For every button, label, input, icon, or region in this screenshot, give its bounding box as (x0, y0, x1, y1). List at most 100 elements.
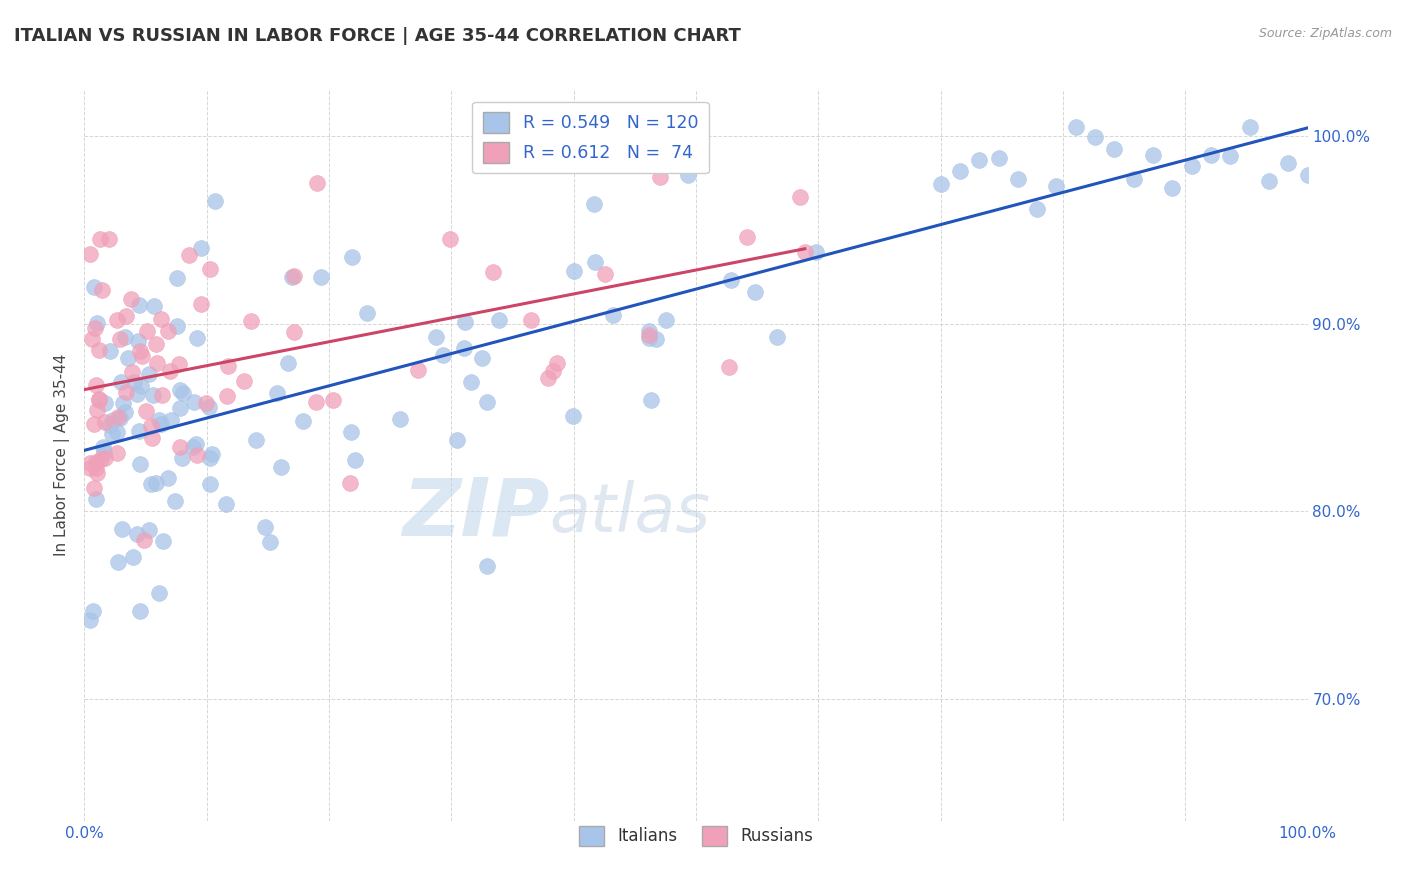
Point (1219, 149, 1241, 163)
Point (562, 264, 585, 278)
Point (1122, 171, 1144, 186)
Point (139, 477, 162, 491)
Point (87, 343, 110, 358)
Point (583, 255, 606, 269)
Point (1199, 148, 1222, 162)
Point (143, 299, 166, 313)
Point (79, 247, 101, 261)
Point (107, 410, 129, 425)
Point (1142, 148, 1164, 162)
Point (186, 436, 208, 450)
Point (432, 348, 454, 362)
Point (157, 324, 180, 338)
Point (169, 440, 191, 454)
Point (637, 324, 659, 338)
Point (283, 269, 305, 284)
Point (120, 292, 142, 306)
Point (270, 460, 292, 475)
Point (84, 455, 107, 469)
Legend: Italians, Russians: Italians, Russians (572, 819, 820, 853)
Point (537, 371, 560, 385)
Point (79, 456, 101, 470)
Point (152, 534, 174, 549)
Point (83, 481, 105, 495)
Point (122, 550, 145, 565)
Point (583, 197, 606, 211)
Point (201, 447, 224, 461)
Point (87, 392, 110, 406)
Point (305, 176, 328, 190)
Point (340, 425, 363, 439)
Point (453, 341, 475, 355)
Point (82, 604, 104, 618)
Point (929, 177, 952, 191)
Point (107, 555, 129, 569)
Point (439, 232, 461, 246)
Point (150, 388, 173, 402)
Point (117, 351, 139, 365)
Point (148, 585, 170, 599)
Point (98, 344, 121, 359)
Point (475, 394, 498, 409)
Point (111, 522, 134, 536)
Point (122, 375, 145, 389)
Point (98, 232, 121, 246)
Point (91, 440, 114, 454)
Point (169, 383, 191, 397)
Point (204, 194, 226, 209)
Point (166, 318, 188, 333)
Point (344, 453, 367, 467)
Point (389, 412, 412, 426)
Point (1181, 159, 1204, 173)
Point (477, 558, 499, 573)
Point (146, 356, 169, 370)
Point (127, 387, 149, 401)
Point (277, 356, 299, 370)
Point (198, 477, 221, 491)
Point (159, 413, 181, 427)
Point (453, 315, 475, 329)
Point (638, 328, 661, 343)
Point (80, 332, 103, 346)
Point (245, 433, 267, 447)
Point (83, 280, 105, 294)
Point (132, 533, 155, 547)
Point (804, 245, 827, 260)
Point (115, 310, 138, 324)
Point (98, 417, 121, 432)
Point (86, 466, 108, 480)
Point (128, 424, 150, 438)
Point (1064, 120, 1087, 134)
Point (425, 330, 447, 344)
Point (644, 332, 666, 346)
Y-axis label: In Labor Force | Age 35-44: In Labor Force | Age 35-44 (55, 354, 70, 556)
Point (717, 360, 740, 375)
Point (186, 331, 208, 345)
Point (94, 451, 117, 466)
Text: atlas: atlas (550, 481, 710, 547)
Point (84, 377, 107, 392)
Point (177, 248, 200, 262)
Point (987, 151, 1010, 165)
Point (481, 265, 503, 279)
Point (139, 419, 162, 434)
Point (79, 613, 101, 627)
Point (89, 232, 111, 246)
Point (735, 230, 758, 244)
Point (239, 313, 262, 327)
Point (676, 168, 699, 182)
Point (259, 535, 281, 549)
Point (125, 527, 148, 541)
Text: ZIP: ZIP (402, 475, 550, 552)
Point (141, 431, 163, 445)
Point (169, 401, 191, 416)
Text: ITALIAN VS RUSSIAN IN LABOR FORCE | AGE 35-44 CORRELATION CHART: ITALIAN VS RUSSIAN IN LABOR FORCE | AGE … (14, 27, 741, 45)
Point (1026, 202, 1049, 216)
Point (183, 395, 205, 409)
Point (129, 379, 152, 393)
Point (322, 392, 344, 407)
Point (93, 445, 115, 459)
Point (1277, 156, 1299, 170)
Point (101, 413, 124, 427)
Point (128, 457, 150, 471)
